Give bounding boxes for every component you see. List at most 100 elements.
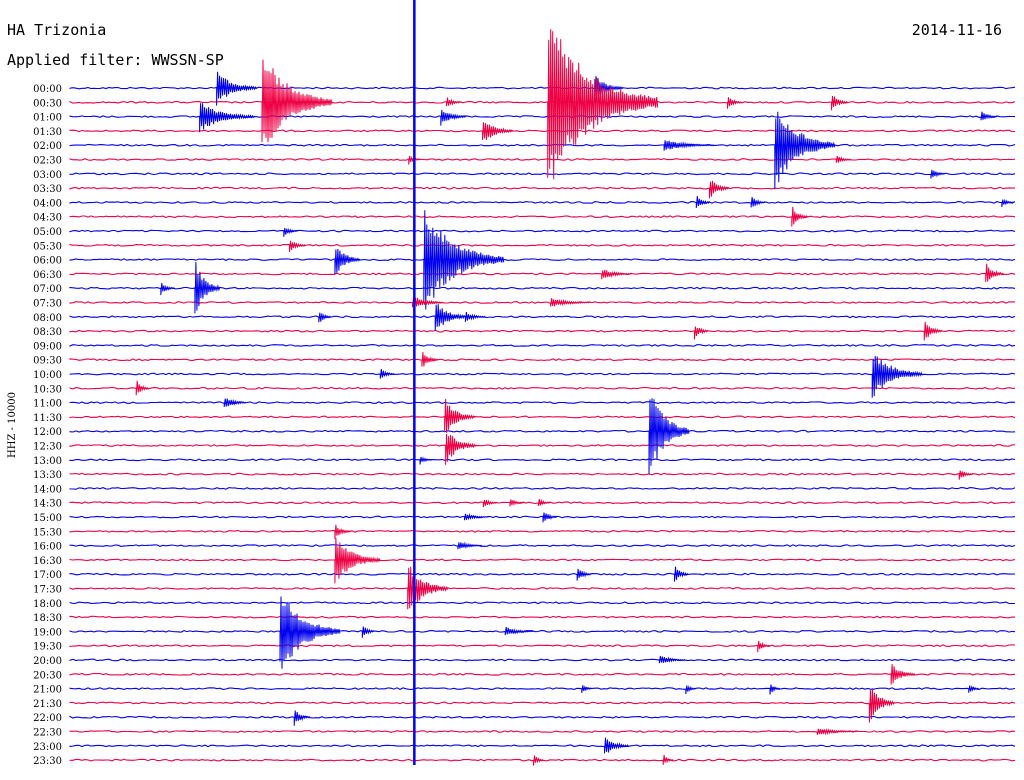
row-label-0230: 02:30 — [33, 156, 62, 167]
event-burst — [361, 626, 375, 638]
event-burst — [958, 470, 974, 480]
event-burst — [289, 240, 306, 253]
trace-row-0730 — [69, 301, 1015, 304]
event-burst — [674, 566, 689, 582]
event-burst — [434, 304, 466, 331]
event-burst — [601, 269, 632, 280]
event-burst — [871, 355, 923, 398]
row-label-2000: 20:00 — [33, 656, 62, 667]
trace-row-0030 — [69, 100, 1016, 104]
trace-row-0400 — [69, 201, 1016, 204]
record-date: 2014-11-16 — [911, 21, 1002, 39]
event-burst — [930, 169, 946, 179]
event-burst — [457, 541, 483, 550]
row-label-1530: 15:30 — [33, 527, 62, 538]
row-label-2030: 20:30 — [33, 670, 62, 681]
event-burst — [604, 737, 629, 754]
trace-row-1200 — [69, 429, 1016, 433]
event-burst — [774, 111, 836, 190]
event-burst — [985, 263, 1005, 283]
row-label-0630: 06:30 — [33, 270, 62, 281]
event-burst — [279, 596, 341, 669]
event-burst — [750, 197, 766, 208]
row-label-0930: 09:30 — [33, 356, 62, 367]
event-burst — [464, 312, 486, 322]
event-burst — [791, 206, 809, 227]
event-burst — [663, 140, 715, 151]
event-burst — [318, 312, 332, 323]
event-burst — [816, 728, 858, 736]
trace-row-0930 — [69, 358, 1016, 362]
event-burst — [334, 524, 352, 539]
trace-row-1030 — [69, 386, 1015, 390]
event-burst — [868, 688, 895, 723]
event-burst — [444, 398, 476, 434]
row-label-0400: 04:00 — [33, 198, 62, 209]
row-label-1600: 16:00 — [33, 542, 62, 553]
event-burst — [421, 352, 439, 367]
event-burst — [727, 97, 742, 109]
row-label-0030: 00:30 — [33, 98, 62, 109]
station-title: HA Trizonia — [7, 21, 107, 39]
row-label-1100: 11:00 — [33, 399, 62, 410]
event-burst — [283, 227, 299, 237]
trace-row-1500 — [69, 515, 1016, 519]
trace-row-1230 — [69, 444, 1016, 447]
event-burst — [769, 684, 781, 695]
event-burst — [1001, 198, 1015, 208]
trace-row-2300 — [69, 744, 1016, 748]
row-label-1730: 17:30 — [33, 585, 62, 596]
trace-row-2230 — [69, 730, 1016, 733]
row-label-1830: 18:30 — [33, 613, 62, 624]
trace-row-0130 — [69, 129, 1016, 133]
channel-label: HHZ - 10000 — [7, 392, 18, 458]
event-burst — [216, 71, 258, 106]
event-burst — [890, 664, 916, 685]
row-label-0830: 08:30 — [33, 327, 62, 338]
row-label-1200: 12:00 — [33, 427, 62, 438]
event-burst — [835, 156, 851, 163]
row-label-2130: 21:30 — [33, 699, 62, 710]
row-label-1930: 19:30 — [33, 642, 62, 653]
trace-row-1000 — [69, 372, 1016, 376]
trace-row-2030 — [69, 672, 1016, 676]
event-burst — [662, 754, 674, 765]
event-burst — [199, 103, 256, 133]
event-burst — [980, 111, 998, 121]
trace-row-1700 — [69, 572, 1016, 576]
event-burst — [576, 568, 592, 581]
row-label-1800: 18:00 — [33, 599, 62, 610]
row-label-1630: 16:30 — [33, 556, 62, 567]
event-burst — [658, 655, 686, 664]
event-burst — [581, 685, 593, 693]
row-label-1400: 14:00 — [33, 484, 62, 495]
trace-row-0230 — [69, 158, 1016, 161]
row-label-2230: 22:30 — [33, 728, 62, 739]
event-burst — [542, 512, 558, 523]
row-label-0600: 06:00 — [33, 256, 62, 267]
trace-row-0500 — [69, 229, 1016, 233]
row-label-2300: 23:00 — [33, 742, 62, 753]
trace-row-2100 — [69, 687, 1016, 691]
event-burst — [135, 380, 149, 396]
event-burst — [831, 95, 848, 111]
event-burst — [334, 537, 381, 584]
event-burst — [709, 180, 730, 199]
event-burst — [504, 626, 534, 636]
row-label-0430: 04:30 — [33, 213, 62, 224]
trace-row-0800 — [69, 315, 1016, 319]
trace-row-1400 — [69, 487, 1016, 490]
trace-row-0600 — [69, 258, 1016, 262]
row-label-0700: 07:00 — [33, 284, 62, 295]
event-burst — [223, 398, 247, 407]
event-burst — [968, 685, 979, 693]
trace-row-1830 — [69, 615, 1016, 619]
event-burst — [757, 640, 770, 653]
trace-row-1130 — [69, 415, 1016, 419]
row-label-0900: 09:00 — [33, 341, 62, 352]
row-label-1030: 10:30 — [33, 384, 62, 395]
event-burst — [509, 499, 525, 507]
trace-row-1600 — [69, 544, 1016, 548]
